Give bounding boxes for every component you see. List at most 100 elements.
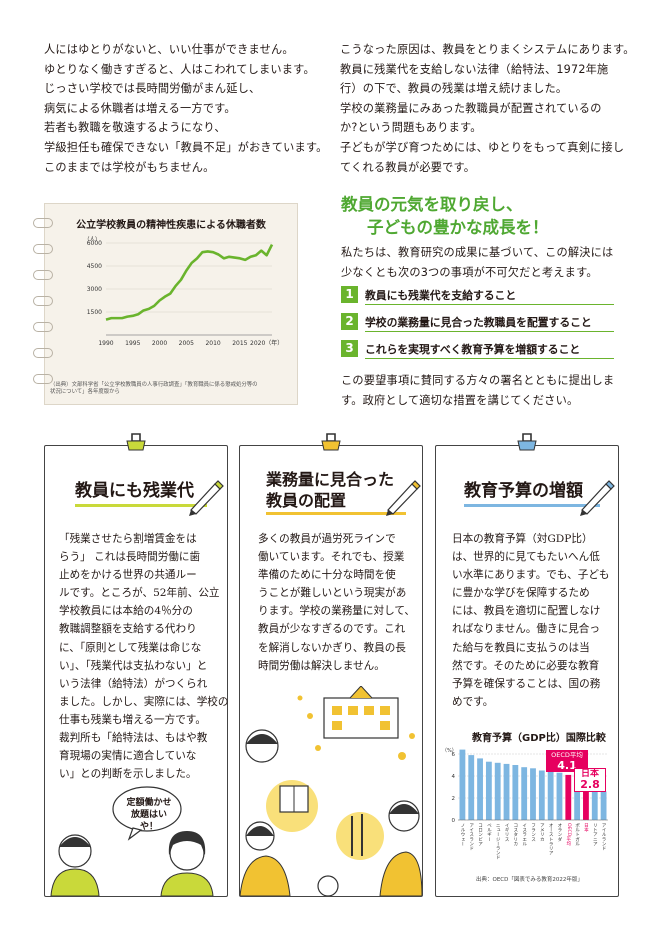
body-line: 日本の教育予算（対GDP比） <box>452 533 593 545</box>
body-line: ました。しかし、実際には、学校の <box>59 695 229 708</box>
intro-line: このままでは学校がもちません。 <box>44 160 215 174</box>
y-tick-label: 1500 <box>87 309 102 316</box>
request-underline <box>365 304 614 305</box>
intro-line: 学級担任も確保できない「教員不足」がおきています。 <box>44 140 328 154</box>
x-tick-label: アメリカ <box>539 823 544 843</box>
japan-callout: 日本 2.8 <box>574 768 606 792</box>
budget-chart-source: 出典：OECD「図表でみる教育2022年版」 <box>476 877 583 883</box>
bar <box>494 762 501 820</box>
body-line: らう」 これは長時間労働に歯 <box>59 551 201 564</box>
headline-line-1: 教員の元気を取り戻し、 <box>341 195 523 214</box>
japan-value: 2.8 <box>580 778 600 791</box>
body-line: 育現場の実情に適合していな <box>59 750 197 763</box>
title-underline <box>266 512 406 515</box>
x-tick-label: 2005 <box>179 340 194 347</box>
oecd-label: OECD平均 <box>551 751 583 759</box>
body-line: 止めをかける世界の共通ルー <box>59 569 197 582</box>
request-text: 教員にも残業代を支給すること <box>365 289 517 302</box>
teachers-illustration <box>50 786 214 896</box>
intro-line: 人にはゆとりがないと、いい仕事ができません。 <box>44 43 294 56</box>
binder-clip-icon <box>126 433 146 451</box>
x-tick-label: 2000 <box>152 340 167 347</box>
solution-paragraph: 私たちは、教育研究の成果に基づいて、この解決には 少なくとも次の3つの事項が不可… <box>341 243 613 282</box>
body-line: に豊かな学びを保障するため <box>452 587 590 600</box>
request-text: 学校の業務量に見合った教職員を配置すること <box>365 316 592 329</box>
card-body: 多くの教員が過労死ラインで 働いています。それでも、授業 準備のために十分な時間… <box>258 530 415 675</box>
headline-line-2: 子どもの豊かな成長を！ <box>367 218 549 237</box>
bubble-line: 定額働かせ <box>126 798 172 808</box>
x-tick-label: 2010 <box>205 340 220 347</box>
source-line: 状況について」各年度版から <box>50 389 120 395</box>
card-overtime-pay: 教員にも残業代 「残業させたら割増賃金をは らう」 これは長時間労働に歯 止めを… <box>44 433 229 897</box>
body-line: 学校教員には本給の4％分の <box>59 605 193 618</box>
x-tick-label: イスラエル <box>522 823 527 846</box>
x-tick-label: オランダ <box>557 823 562 843</box>
bar <box>530 768 536 820</box>
body-line: めです。 <box>452 695 494 708</box>
card-title: 教員にも残業代 <box>75 481 194 501</box>
body-line: 働いています。それでも、授業 <box>258 551 405 564</box>
x-tick-label: ノルウェー <box>460 823 465 846</box>
x-tick-label: OECD平均 <box>566 823 572 847</box>
x-tick-label: 2015 <box>232 340 247 347</box>
closing-line: この要望事項に賛同する方々の署名とともに提出しま <box>341 374 615 387</box>
body-line: 時間労働は解決しません。 <box>258 659 385 672</box>
solution-line: 少なくとも次の3つの事項が不可欠だと考えます。 <box>341 265 598 279</box>
card-staffing: 業務量に見合った 教員の配置 多くの教員が過労死ラインで 働いています。それでも… <box>239 433 423 897</box>
body-line: い」との判断を示しました。 <box>59 768 197 781</box>
bar <box>477 758 483 820</box>
x-tick-label: ニュージーランド <box>495 823 500 860</box>
bar <box>459 749 466 820</box>
intro-line: じっさい学校では長時間労働がまん延し、 <box>44 82 261 96</box>
intro-paragraph: 人にはゆとりがないと、いい仕事ができません。 ゆとりなく働きすぎると、人はこわれ… <box>44 40 328 177</box>
body-line: 予算を確保することは、国の務 <box>452 677 601 690</box>
intro-line: 若者も教職を敬遠するようになり、 <box>44 121 226 135</box>
binder-ring <box>33 322 53 332</box>
body-line: い水準にあります。でも、子ども <box>452 569 610 582</box>
card-education-budget: 教育予算の増額 日本の教育予算（対GDP比） は、世界的に見てもたいへん低 い水… <box>435 433 619 897</box>
body-line: 仕事も残業も増える一方です。 <box>59 713 206 726</box>
oecd-value: 4.1 <box>557 759 577 772</box>
body-line: 準備のために十分な時間を使 <box>258 569 396 582</box>
x-tick-label: イギリス <box>504 823 509 842</box>
bar <box>547 771 554 820</box>
x-tick-label: アイルランド <box>601 823 606 851</box>
x-tick-label: リトアニア <box>592 823 597 846</box>
request-underline <box>365 331 614 332</box>
body-line: い」、「残業代は支払わない」と <box>59 659 208 672</box>
intro-line: ゆとりなく働きすぎると、人はこわれてしまいます。 <box>44 62 315 76</box>
x-tick-label: コスタリカ <box>513 823 518 847</box>
y-axis-unit: （%） <box>442 748 457 754</box>
solution-line: 私たちは、教育研究の成果に基づいて、この解決には <box>341 246 614 259</box>
card-body: 日本の教育予算（対GDP比） は、世界的に見てもたいへん低 い水準にあります。で… <box>452 530 610 711</box>
title-underline <box>75 504 207 507</box>
cause-line: か?という問題もあります。 <box>340 121 482 135</box>
body-line: に、「原則として残業は命じな <box>59 641 202 654</box>
closing-paragraph: この要望事項に賛同する方々の署名とともに提出しま す。政府として適切な措置を講じ… <box>341 371 614 410</box>
binder-clip-icon <box>517 433 537 451</box>
request-number: 2 <box>341 313 358 330</box>
bar <box>521 767 528 820</box>
body-line: を解消しないかぎり、教員の長 <box>258 641 406 654</box>
cause-line: 行）の下で、教員の残業は増え続けました。 <box>340 82 568 96</box>
sick-chart-source: （出典）文部科学省「公立学校教職員の人事行政調査」「教育職員に係る懲戒処分等の … <box>50 382 258 396</box>
bar <box>574 776 581 820</box>
y-tick-label: 4 <box>452 774 456 780</box>
binder-ring <box>33 270 53 280</box>
y-tick-label: 6000 <box>87 240 102 247</box>
body-line: は、世界的に見てもたいへん低 <box>452 551 600 564</box>
body-line: 然です。そのために必要な教育 <box>452 659 600 672</box>
request-item-2: 2 学校の業務量に見合った教職員を配置すること <box>341 313 614 332</box>
binder-ring <box>33 348 53 358</box>
bar <box>512 765 519 820</box>
body-line: 裁判所も「給特法は、もはや教 <box>59 732 208 745</box>
sick-chart-title: 公立学校教員の精神性疾患による休職者数 <box>76 220 266 231</box>
intro-line: 病気による休職者は増える一方です。 <box>44 101 236 115</box>
x-tick-label: フランス <box>531 823 536 842</box>
title-underline <box>464 504 600 507</box>
binder-ring <box>33 374 53 384</box>
body-line: ルです。ところが、52年前、公立 <box>59 587 220 600</box>
body-line: 「残業させたら割増賃金をは <box>59 533 197 545</box>
source-line: （出典）文部科学省「公立学校教職員の人事行政調査」「教育職員に係る懲戒処分等の <box>50 382 258 388</box>
x-tick-label: オーストラリア <box>548 823 553 856</box>
